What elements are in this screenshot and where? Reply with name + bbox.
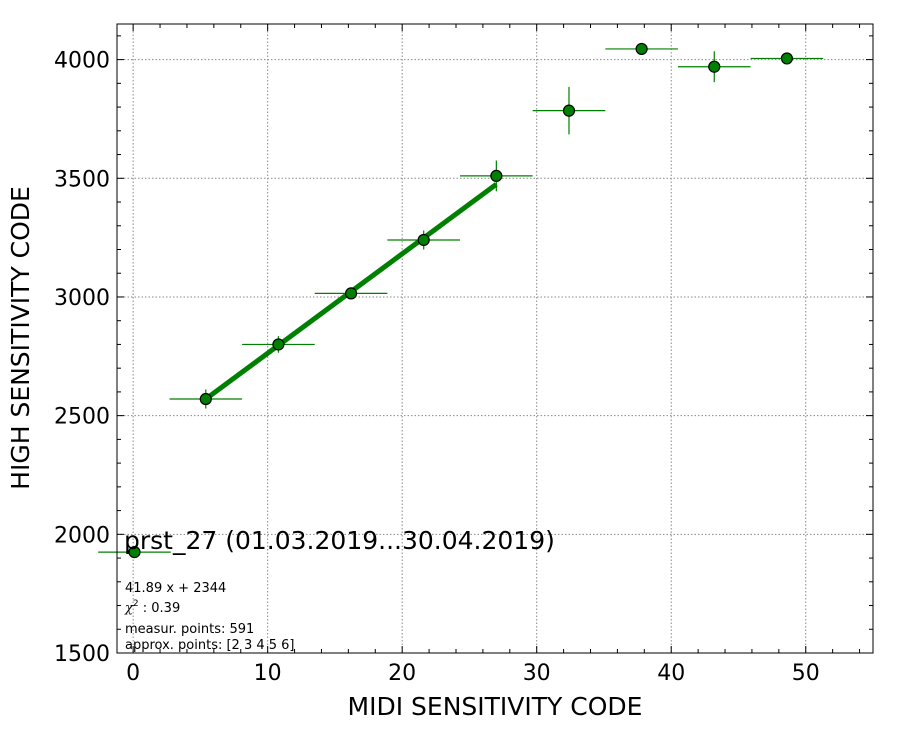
- chi-symbol: χ: [124, 601, 134, 616]
- fit-equation: 41.89 x + 2344: [125, 581, 226, 596]
- approx-points-list: approx. points: [2 3 4 5 6]: [125, 638, 295, 653]
- measured-points-count: measur. points: 591: [125, 622, 254, 637]
- y-tick-label: 1500: [54, 642, 110, 667]
- chi-value: 0.39: [151, 601, 180, 616]
- x-axis-label: MIDI SENSITIVITY CODE: [348, 692, 643, 721]
- x-tick-label: 20: [388, 661, 416, 686]
- y-tick-label: 2000: [54, 523, 110, 548]
- x-tick-label: 50: [792, 661, 820, 686]
- y-tick-label: 2500: [54, 405, 110, 430]
- x-tick-label: 40: [657, 661, 685, 686]
- data-point: [562, 104, 576, 117]
- chi-exponent: 2: [133, 599, 139, 609]
- data-point: [128, 546, 141, 559]
- x-tick-label: 30: [523, 661, 551, 686]
- y-tick-label: 4000: [54, 49, 110, 74]
- x-tick-label: 0: [126, 661, 140, 686]
- chi-colon: :: [139, 601, 152, 616]
- y-tick-label: 3500: [54, 167, 110, 192]
- y-axis-label: HIGH SENSITIVITY CODE: [6, 186, 35, 490]
- data-point: [635, 42, 648, 56]
- data-point: [199, 392, 212, 406]
- data-point: [272, 338, 285, 351]
- plot-frame: [116, 23, 874, 654]
- data-point: [490, 169, 503, 183]
- data-point: [417, 233, 430, 247]
- data-points: [128, 42, 794, 559]
- y-tick-label: 3000: [54, 286, 110, 311]
- minor-ticks: [117, 24, 873, 653]
- data-point: [708, 60, 721, 73]
- major-ticks: [117, 24, 873, 654]
- chi-squared-line: χ2 : 0.39: [124, 599, 180, 616]
- tick-labels: 0 10 20 30 40 50 1500 2000 2500 3000 3500 4000: [54, 49, 820, 686]
- data-point: [780, 52, 794, 65]
- chart-title: prst_27 (01.03.2019...30.04.2019): [124, 526, 555, 555]
- data-point: [344, 287, 358, 300]
- x-tick-label: 10: [254, 661, 282, 686]
